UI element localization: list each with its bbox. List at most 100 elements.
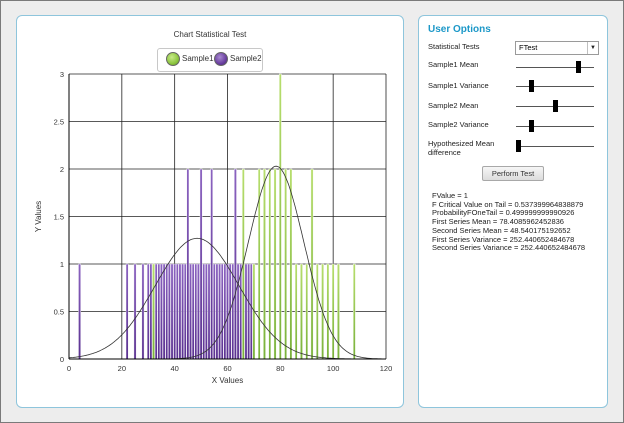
sample1-variance-slider[interactable]	[516, 80, 594, 92]
y-axis-label: Y Values	[34, 201, 43, 232]
sample1-bar	[326, 263, 330, 360]
sample2-bar	[239, 263, 243, 360]
sample1-bar	[284, 168, 287, 360]
sample1-bar	[316, 263, 319, 360]
result-line: F Critical Value on Tail = 0.53739996483…	[432, 199, 584, 209]
sample2-bar	[183, 263, 187, 360]
sample2-bar	[176, 263, 179, 360]
sample2-bar	[223, 263, 227, 360]
sample2-bar	[212, 263, 216, 360]
slider-thumb[interactable]	[516, 140, 521, 152]
statistical-tests-select[interactable]: FTest ▼	[515, 41, 599, 55]
sample2-bar	[149, 263, 153, 360]
perform-test-button[interactable]: Perform Test	[482, 166, 544, 181]
sample2-bar	[78, 263, 81, 360]
sample1-mean-label: Sample1 Mean	[428, 60, 479, 69]
sample2-bar	[231, 263, 235, 360]
sample2-bar	[178, 263, 182, 360]
y-tick-label: 1	[60, 260, 64, 269]
chart-plot: 0 20 40 60 80 100 120 0 0.5 1 1.5 2 2.5 3 X Values Y Va…	[34, 70, 393, 385]
result-line: ProbabilityFOneTail = 0.499999999990926	[432, 208, 575, 218]
result-line: First Series Variance = 252.440652484678	[432, 234, 575, 244]
sample2-bar	[186, 168, 190, 360]
sample2-bar	[125, 263, 129, 360]
sample2-bar	[247, 263, 250, 360]
sample2-bar	[191, 263, 195, 360]
sample2-bar	[205, 263, 208, 360]
results-text: FValue = 1 F Critical Value on Tail = 0.…	[432, 191, 586, 253]
chevron-down-icon[interactable]: ▼	[587, 42, 598, 54]
x-tick-label: 20	[118, 364, 126, 373]
sample1-bar	[305, 263, 309, 360]
x-tick-label: 40	[170, 364, 178, 373]
slider-thumb[interactable]	[529, 80, 535, 92]
slider-thumb[interactable]	[529, 120, 535, 132]
x-tick-label: 80	[276, 364, 284, 373]
legend-sample2-label: Sample2	[230, 54, 262, 63]
sample1-bar	[289, 168, 293, 360]
sample2-bar	[197, 263, 200, 360]
x-tick-label: 100	[327, 364, 340, 373]
chart-panel: Chart Statistical Test Sample1 Sample2 0…	[16, 15, 404, 408]
sample2-bar	[220, 263, 224, 360]
sample2-bar	[210, 168, 213, 360]
sample2-bar	[226, 263, 229, 360]
sample2-bar	[234, 168, 237, 360]
sample1-bar	[279, 73, 282, 360]
slider-thumb[interactable]	[575, 61, 581, 73]
sample2-bar	[181, 263, 184, 360]
chart-legend: Sample1 Sample2	[157, 48, 263, 72]
sample1-bar	[310, 168, 314, 360]
y-tick-label: 2.5	[54, 118, 64, 127]
sample2-bar	[207, 263, 211, 360]
sample1-bar	[152, 263, 155, 360]
slider-thumb[interactable]	[552, 100, 558, 112]
y-tick-label: 1.5	[54, 213, 64, 222]
sample2-bar	[189, 263, 192, 360]
x-tick-label: 120	[380, 364, 393, 373]
sample1-mean-slider[interactable]	[516, 61, 594, 73]
result-line: FValue = 1	[432, 191, 468, 200]
sample2-mean-slider[interactable]	[516, 100, 594, 112]
x-tick-label: 0	[67, 364, 71, 373]
sample2-bar	[170, 263, 174, 360]
sample1-variance-label: Sample1 Variance	[428, 81, 489, 90]
sample2-bar	[162, 263, 166, 360]
x-tick-label: 60	[223, 364, 231, 373]
sample2-bar	[173, 263, 176, 360]
sample2-bar	[141, 263, 145, 360]
y-tick-label: 2	[60, 165, 64, 174]
sample2-variance-slider[interactable]	[516, 120, 594, 132]
sample2-bar	[249, 263, 253, 360]
hypothesized-mean-difference-label: Hypothesized Mean difference	[428, 139, 495, 157]
sample2-bar	[146, 263, 150, 360]
result-line: Second Series Variance = 252.44065248467…	[432, 243, 586, 253]
hypothesized-mean-difference-slider[interactable]	[516, 140, 594, 152]
distribution-curve	[68, 237, 386, 360]
sample1-bar	[263, 168, 266, 360]
statistical-tests-value: FTest	[519, 43, 538, 52]
y-tick-label: 0	[60, 355, 64, 364]
sample2-variance-label: Sample2 Variance	[428, 120, 489, 129]
sample2-mean-label: Sample2 Mean	[428, 101, 479, 110]
sample1-bar	[300, 263, 303, 360]
sample2-bar	[133, 263, 137, 360]
user-options-panel: User Options Statistical Tests FTest ▼ S…	[418, 15, 608, 408]
sample1-bar	[268, 168, 272, 360]
sample2-bar	[154, 263, 158, 360]
legend-sample1-label: Sample1	[182, 54, 214, 63]
sample1-legend-icon	[166, 52, 180, 66]
user-options-title: User Options	[428, 24, 491, 35]
result-line: First Series Mean = 78.4085962452836	[432, 217, 564, 227]
sample1-bar	[353, 263, 356, 360]
result-line: Second Series Mean = 48.540175192652	[432, 225, 571, 235]
sample2-bar	[194, 263, 198, 360]
sample2-bar	[236, 263, 240, 360]
sample2-bar	[168, 263, 171, 360]
statistical-tests-label: Statistical Tests	[428, 42, 480, 51]
y-tick-label: 0.5	[54, 308, 64, 317]
sample1-bar	[331, 263, 335, 360]
sample2-bar	[202, 263, 206, 360]
sample1-bar	[294, 263, 298, 360]
sample1-bar	[273, 168, 277, 360]
